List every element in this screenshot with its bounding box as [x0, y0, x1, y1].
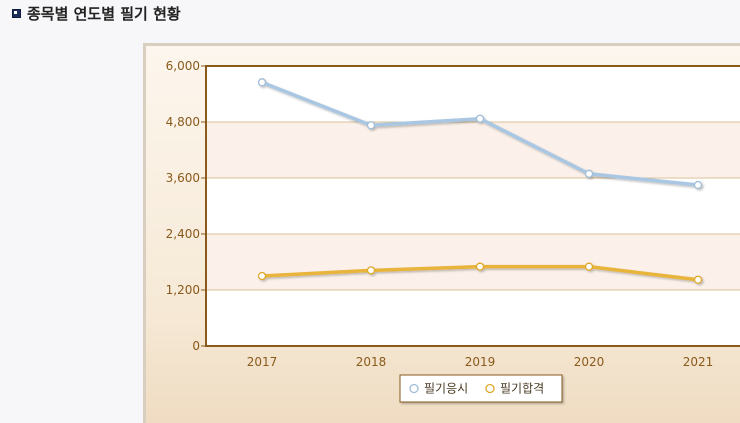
x-tick-label: 2018: [356, 355, 387, 369]
y-tick-label: 6,000: [166, 59, 200, 73]
square-bullet-icon: [12, 8, 21, 18]
data-point: [475, 262, 485, 271]
x-tick-label: 2017: [247, 355, 278, 369]
y-tick-label: 3,600: [166, 171, 200, 185]
plot-band: [206, 66, 740, 122]
data-point: [584, 169, 594, 178]
axes: [201, 65, 740, 347]
y-tick-labels: 0 1,200 2,400 3,600 4,800 6,000: [166, 59, 200, 353]
legend: 필기응시 필기합격: [399, 374, 563, 403]
data-point: [366, 266, 376, 275]
data-point: [475, 114, 485, 123]
x-tick-label: 2021: [683, 355, 714, 369]
x-tick-label: 2019: [465, 355, 496, 369]
data-point: [366, 121, 376, 130]
plot-band: [206, 234, 740, 290]
series-1: [257, 78, 703, 190]
data-point: [693, 180, 703, 190]
y-tick-label: 0: [192, 339, 200, 353]
legend-marker-icon: [409, 383, 419, 394]
plot-band: [206, 178, 740, 234]
legend-label: 필기합격: [500, 382, 544, 396]
legend-label: 필기응시: [424, 382, 468, 396]
data-point: [693, 275, 703, 284]
y-tick-label: 1,200: [166, 283, 200, 297]
data-point: [257, 271, 267, 281]
legend-box: [399, 374, 563, 403]
section-header: 종목별 연도별 필기 현황: [12, 2, 181, 24]
series-lines: [257, 78, 703, 284]
plot-band: [206, 290, 740, 346]
series-2: [257, 262, 703, 284]
plot-band: [206, 122, 740, 178]
data-point: [584, 262, 594, 271]
x-tick-labels: 2017 2018 2019 2020 2021: [247, 355, 714, 369]
y-tick-label: 4,800: [166, 115, 200, 129]
page-title: 종목별 연도별 필기 현황: [27, 4, 181, 23]
x-tick-label: 2020: [574, 355, 605, 369]
y-tick-label: 2,400: [166, 227, 200, 241]
data-point: [257, 78, 267, 87]
legend-marker-icon: [485, 383, 495, 394]
plot-background: [206, 66, 740, 346]
